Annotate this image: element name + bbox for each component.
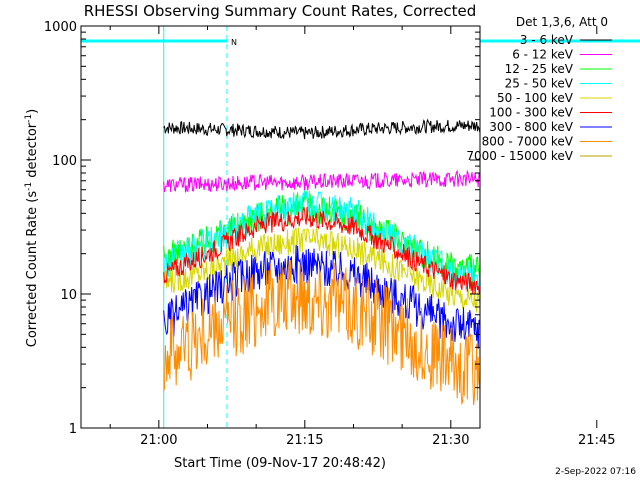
series-line-1 <box>163 169 480 193</box>
y-axis-label-end: ) <box>25 109 40 114</box>
x-tick-label-2: 21:30 <box>432 433 469 448</box>
series-line-0 <box>163 118 480 140</box>
legend-label-5: 100 - 300 keV <box>489 106 573 120</box>
series-line-3 <box>163 190 480 291</box>
legend-label-0: 3 - 6 keV <box>520 33 574 47</box>
series-line-6 <box>163 244 480 349</box>
legend-label-7: 800 - 7000 keV <box>482 135 574 149</box>
plot-area: N <box>80 25 640 429</box>
y-axis-label-main: Corrected Count Rate (s <box>25 191 40 348</box>
legend-label-1: 6 - 12 keV <box>512 48 574 62</box>
legend-label-8: 7000 - 15000 keV <box>466 149 573 163</box>
series-line-2 <box>163 191 480 286</box>
night-marker-label: N <box>231 38 237 47</box>
x-tick-label-3: 21:45 <box>578 433 615 448</box>
x-tick-label-1: 21:15 <box>286 433 323 448</box>
y-axis-label: Corrected Count Rate (s-1 detector-1) <box>24 109 40 347</box>
y-tick-label-2: 100 <box>52 154 77 169</box>
chart-title: RHESSI Observing Summary Count Rates, Co… <box>84 2 477 20</box>
legend-label-2: 12 - 25 keV <box>505 62 574 76</box>
plot-frame <box>80 25 481 429</box>
y-tick-label-3: 1000 <box>44 20 77 35</box>
y-tick-label-0: 1 <box>69 422 77 437</box>
series-line-7 <box>163 259 480 406</box>
legend-label-3: 25 - 50 keV <box>505 77 574 91</box>
y-axis-label-sup2: -1 <box>24 114 34 123</box>
x-tick-label-0: 21:00 <box>140 433 177 448</box>
series-group <box>163 118 480 406</box>
y-axis-label-sup1: -1 <box>24 182 34 191</box>
legend-label-4: 50 - 100 keV <box>497 91 574 105</box>
x-axis-label: Start Time (09-Nov-17 20:48:42) <box>174 456 386 471</box>
y-axis-label-mid: detector <box>25 122 40 182</box>
legend-label-6: 300 - 800 keV <box>489 120 573 134</box>
series-line-5 <box>163 206 480 295</box>
y-axis: 1 10 100 1000 <box>44 20 480 437</box>
y-tick-label-1: 10 <box>60 288 77 303</box>
legend-header: Det 1,3,6, Att 0 <box>516 15 608 29</box>
date-stamp: 2-Sep-2022 07:16 <box>555 467 636 477</box>
